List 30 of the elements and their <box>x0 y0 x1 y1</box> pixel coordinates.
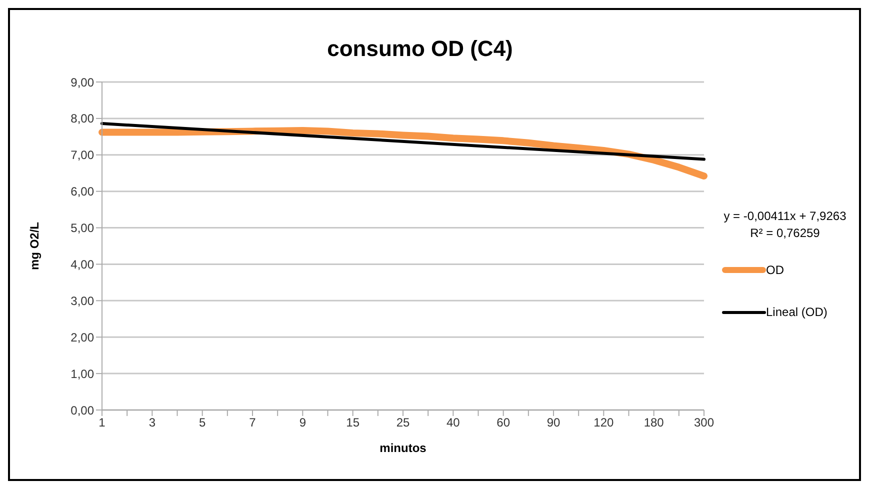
legend-label: OD <box>766 263 784 277</box>
y-tick-label: 0,00 <box>70 403 94 418</box>
x-tick-label: 180 <box>644 416 664 430</box>
x-tick-label: 15 <box>346 416 360 430</box>
chart-title: consumo OD (C4) <box>326 36 514 62</box>
x-tick-label: 7 <box>249 416 256 430</box>
y-axis-title: mg O2/L <box>27 222 42 270</box>
x-tick-label: 3 <box>148 416 156 430</box>
x-axis-title: minutos <box>380 441 427 455</box>
y-tick-label: 2,00 <box>70 330 94 344</box>
y-tick-label: 1,00 <box>70 366 94 381</box>
y-tick-label: 9,00 <box>70 75 94 90</box>
x-tick-label: 40 <box>446 416 460 430</box>
x-tick-label: 90 <box>546 416 560 430</box>
text: R² = 0,76259 <box>749 225 821 242</box>
y-tick-label: 4,00 <box>70 257 94 272</box>
x-tick-label: 25 <box>396 416 410 430</box>
x-tick-label: 120 <box>594 416 614 430</box>
y-tick-label: 7,00 <box>70 148 94 162</box>
x-tick-label: 300 <box>694 416 714 430</box>
x-tick-label: 5 <box>198 416 206 430</box>
y-tick-label: 6,00 <box>70 184 94 199</box>
y-tick-label: 8,00 <box>70 112 94 126</box>
legend-label: Lineal (OD) <box>766 305 828 319</box>
y-tick-label: 5,00 <box>70 221 94 236</box>
x-tick-label: 1 <box>98 416 106 430</box>
x-tick-label: 9 <box>299 416 306 430</box>
y-tick-label: 3,00 <box>70 294 94 308</box>
x-tick-label: 60 <box>496 416 510 430</box>
text: y = -0,00411x + 7,9263 <box>722 208 848 225</box>
